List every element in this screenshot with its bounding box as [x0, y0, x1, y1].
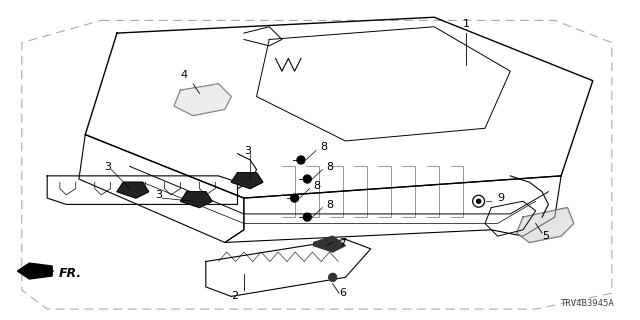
Text: 8: 8 [320, 142, 327, 153]
Polygon shape [174, 84, 231, 116]
Text: 8: 8 [326, 200, 333, 210]
Text: 8: 8 [326, 162, 333, 172]
Text: TRV4B3945A: TRV4B3945A [561, 299, 615, 308]
Polygon shape [180, 192, 212, 208]
Text: 8: 8 [314, 180, 321, 190]
Polygon shape [516, 208, 574, 243]
Text: 3: 3 [244, 146, 251, 156]
Text: 3: 3 [104, 162, 111, 172]
Circle shape [297, 156, 305, 164]
Text: 5: 5 [542, 231, 549, 241]
Circle shape [303, 213, 311, 221]
Polygon shape [314, 236, 346, 252]
Text: FR.: FR. [59, 267, 82, 279]
Circle shape [303, 175, 311, 183]
Text: 4: 4 [180, 69, 188, 80]
Polygon shape [231, 173, 263, 188]
Text: 6: 6 [339, 288, 346, 299]
Circle shape [477, 199, 481, 203]
Text: 1: 1 [463, 19, 469, 28]
Text: 7: 7 [339, 238, 346, 248]
Text: 2: 2 [231, 292, 238, 301]
Circle shape [291, 194, 299, 202]
Circle shape [329, 273, 337, 281]
Polygon shape [117, 182, 148, 198]
Polygon shape [17, 263, 52, 279]
Text: 3: 3 [155, 190, 162, 200]
Text: 9: 9 [498, 193, 505, 203]
